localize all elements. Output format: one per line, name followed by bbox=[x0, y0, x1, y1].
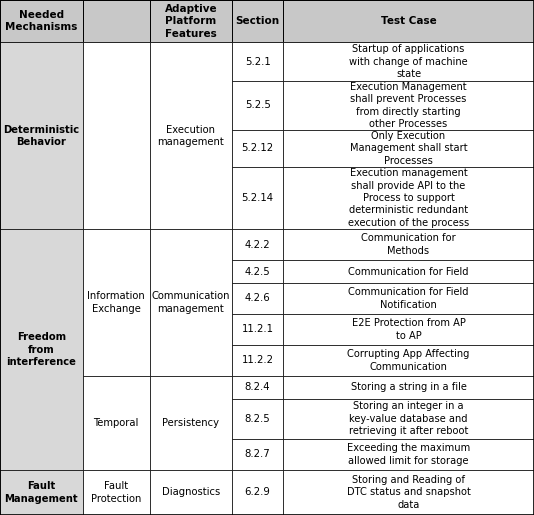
Bar bbox=[83, 470, 150, 515]
Text: Execution management
shall provide API to the
Process to support
deterministic r: Execution management shall provide API t… bbox=[348, 168, 469, 228]
Bar bbox=[232, 314, 283, 345]
Text: 8.2.4: 8.2.4 bbox=[245, 382, 270, 392]
Bar bbox=[150, 229, 232, 376]
Bar bbox=[150, 42, 232, 229]
Bar bbox=[232, 470, 283, 515]
Bar bbox=[232, 81, 283, 130]
Text: 4.2.2: 4.2.2 bbox=[245, 239, 270, 250]
Bar bbox=[283, 42, 534, 81]
Text: Storing and Reading of
DTC status and snapshot
data: Storing and Reading of DTC status and sn… bbox=[347, 475, 470, 510]
Bar bbox=[283, 229, 534, 260]
Bar bbox=[150, 376, 232, 470]
Text: Communication for Field
Notification: Communication for Field Notification bbox=[348, 287, 469, 310]
Text: Test Case: Test Case bbox=[381, 16, 436, 26]
Bar bbox=[0, 229, 83, 470]
Text: Fault
Protection: Fault Protection bbox=[91, 482, 142, 504]
Bar bbox=[283, 439, 534, 470]
Bar bbox=[0, 470, 83, 515]
Text: Needed
Mechanisms: Needed Mechanisms bbox=[5, 10, 77, 32]
Text: 8.2.7: 8.2.7 bbox=[245, 450, 271, 459]
Bar bbox=[83, 229, 150, 376]
Text: Freedom
from
interference: Freedom from interference bbox=[6, 332, 76, 367]
Bar bbox=[283, 0, 534, 42]
Text: Corrupting App Affecting
Communication: Corrupting App Affecting Communication bbox=[347, 349, 470, 371]
Bar bbox=[232, 42, 283, 81]
Bar bbox=[283, 167, 534, 229]
Bar bbox=[150, 0, 232, 42]
Text: Section: Section bbox=[235, 16, 280, 26]
Bar bbox=[283, 345, 534, 376]
Bar bbox=[232, 345, 283, 376]
Text: 11.2.2: 11.2.2 bbox=[242, 355, 273, 365]
Bar bbox=[232, 260, 283, 283]
Text: Deterministic
Behavior: Deterministic Behavior bbox=[3, 125, 80, 147]
Bar bbox=[232, 167, 283, 229]
Bar bbox=[232, 229, 283, 260]
Text: Communication for
Methods: Communication for Methods bbox=[361, 233, 456, 256]
Text: Storing a string in a file: Storing a string in a file bbox=[351, 382, 466, 392]
Bar bbox=[83, 376, 150, 470]
Bar bbox=[283, 130, 534, 167]
Bar bbox=[283, 399, 534, 439]
Bar bbox=[83, 42, 150, 229]
Text: Persistency: Persistency bbox=[162, 418, 219, 428]
Text: 8.2.5: 8.2.5 bbox=[245, 414, 271, 424]
Bar bbox=[83, 0, 150, 42]
Bar bbox=[283, 314, 534, 345]
Bar bbox=[283, 81, 534, 130]
Text: 5.2.12: 5.2.12 bbox=[241, 143, 274, 153]
Bar bbox=[283, 260, 534, 283]
Text: Fault
Management: Fault Management bbox=[5, 482, 78, 504]
Bar bbox=[283, 376, 534, 399]
Text: Communication
management: Communication management bbox=[152, 291, 230, 314]
Bar bbox=[0, 0, 83, 42]
Text: 11.2.1: 11.2.1 bbox=[242, 324, 273, 334]
Text: 4.2.5: 4.2.5 bbox=[245, 267, 271, 277]
Bar bbox=[232, 283, 283, 314]
Text: E2E Protection from AP
to AP: E2E Protection from AP to AP bbox=[351, 318, 466, 340]
Text: Diagnostics: Diagnostics bbox=[162, 488, 220, 497]
Text: Only Execution
Management shall start
Processes: Only Execution Management shall start Pr… bbox=[350, 131, 467, 165]
Bar bbox=[232, 376, 283, 399]
Text: Execution Management
shall prevent Processes
from directly starting
other Proces: Execution Management shall prevent Proce… bbox=[350, 82, 467, 129]
Bar bbox=[283, 470, 534, 515]
Text: Storing an integer in a
key-value database and
retrieving it after reboot: Storing an integer in a key-value databa… bbox=[349, 401, 468, 436]
Text: Temporal: Temporal bbox=[93, 418, 139, 428]
Text: 5.2.1: 5.2.1 bbox=[245, 57, 271, 67]
Bar bbox=[283, 283, 534, 314]
Text: Exceeding the maximum
allowed limit for storage: Exceeding the maximum allowed limit for … bbox=[347, 443, 470, 466]
Text: 4.2.6: 4.2.6 bbox=[245, 294, 271, 303]
Bar bbox=[0, 42, 83, 229]
Text: Adaptive
Platform
Features: Adaptive Platform Features bbox=[164, 4, 217, 39]
Text: 6.2.9: 6.2.9 bbox=[245, 488, 271, 497]
Text: 5.2.14: 5.2.14 bbox=[241, 193, 274, 203]
Bar bbox=[232, 439, 283, 470]
Bar bbox=[150, 470, 232, 515]
Text: Execution
management: Execution management bbox=[158, 125, 224, 147]
Bar bbox=[232, 399, 283, 439]
Bar bbox=[232, 0, 283, 42]
Text: 5.2.5: 5.2.5 bbox=[245, 100, 271, 110]
Text: Communication for Field: Communication for Field bbox=[348, 267, 469, 277]
Bar bbox=[232, 130, 283, 167]
Text: Information
Exchange: Information Exchange bbox=[87, 291, 145, 314]
Text: Startup of applications
with change of machine
state: Startup of applications with change of m… bbox=[349, 44, 468, 79]
